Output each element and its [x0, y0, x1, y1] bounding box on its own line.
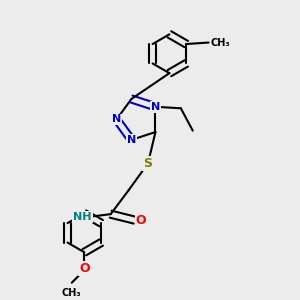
Text: N: N — [151, 102, 160, 112]
Text: NH: NH — [74, 212, 92, 222]
Text: N: N — [127, 135, 136, 145]
Text: S: S — [143, 157, 152, 170]
Text: CH₃: CH₃ — [62, 287, 82, 298]
Text: CH₃: CH₃ — [211, 38, 231, 47]
Text: O: O — [136, 214, 146, 226]
Text: O: O — [79, 262, 90, 275]
Text: N: N — [112, 114, 121, 124]
